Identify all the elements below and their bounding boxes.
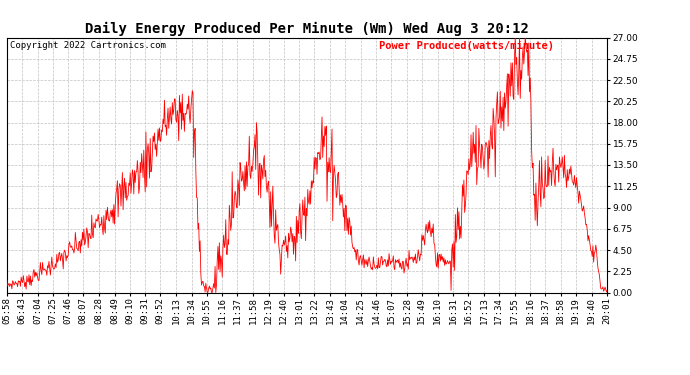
Text: Copyright 2022 Cartronics.com: Copyright 2022 Cartronics.com (10, 41, 166, 50)
Title: Daily Energy Produced Per Minute (Wm) Wed Aug 3 20:12: Daily Energy Produced Per Minute (Wm) We… (85, 22, 529, 36)
Text: Power Produced(watts/minute): Power Produced(watts/minute) (379, 41, 554, 51)
